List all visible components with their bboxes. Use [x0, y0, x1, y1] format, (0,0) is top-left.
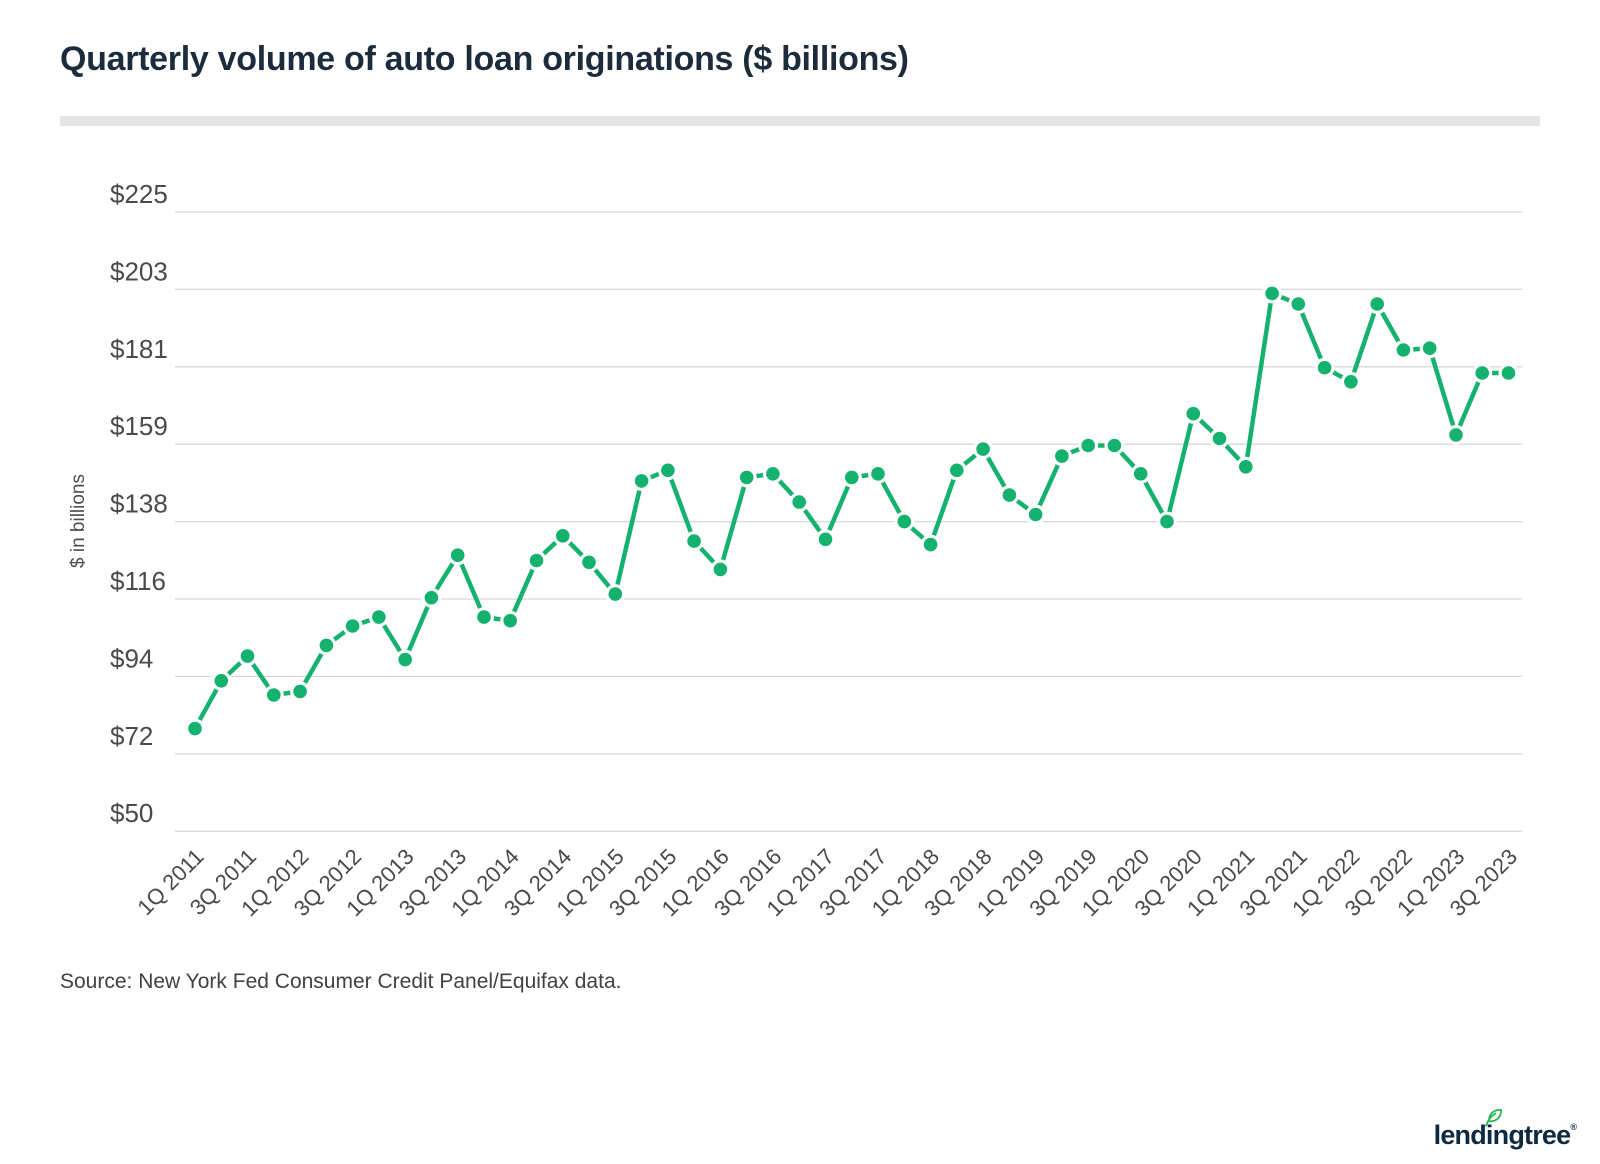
- title-divider: [60, 116, 1540, 126]
- data-point: 3Q 2012: $108: [345, 619, 360, 633]
- y-tick-label: $50: [110, 798, 153, 828]
- data-point: 2Q 2020: $137.5: [1160, 514, 1174, 529]
- data-point: 4Q 2019: $159: [1107, 438, 1122, 453]
- y-tick-label: $94: [110, 643, 153, 673]
- y-tick-label: $72: [110, 721, 153, 751]
- data-point: 3Q 2014: $133.5: [556, 529, 570, 543]
- data-point: 3Q 2021: $199: [1291, 297, 1306, 311]
- logo-wordmark: lendingtree: [1433, 1120, 1572, 1150]
- data-point: 3Q 2011: $99.5: [240, 649, 255, 663]
- data-point: 3Q 2016: $151: [766, 467, 780, 481]
- data-point: 1Q 2016: $124: [713, 562, 728, 577]
- data-point: 2Q 2011: $92.5: [214, 674, 229, 688]
- y-tick-label: $138: [110, 489, 168, 519]
- data-point: 2Q 2018: $152: [950, 463, 964, 478]
- data-point: 1Q 2018: $131: [923, 537, 938, 552]
- data-point: 3Q 2015: $152: [661, 463, 675, 478]
- data-point: 2Q 2023: $179.5: [1475, 366, 1489, 380]
- data-point: 2Q 2019: $156: [1055, 449, 1069, 463]
- data-point: 4Q 2013: $110.5: [477, 610, 491, 624]
- data-point: 1Q 2023: $162: [1449, 428, 1463, 442]
- y-tick-label: $159: [110, 411, 168, 441]
- data-point: 3Q 2020: $168: [1186, 406, 1201, 421]
- data-point: 2Q 2017: $150: [845, 470, 859, 485]
- y-tick-label: $116: [110, 566, 166, 596]
- data-point: 1Q 2015: $117: [608, 587, 623, 601]
- data-point: 4Q 2021: $181: [1317, 360, 1332, 375]
- data-point: 2Q 2021: $202: [1265, 286, 1279, 301]
- data-point: 3Q 2018: $158: [976, 442, 990, 456]
- chart-title: Quarterly volume of auto loan originatio…: [60, 40, 909, 78]
- data-point: 1Q 2020: $151: [1133, 467, 1148, 481]
- data-point: 4Q 2014: $126: [582, 555, 596, 570]
- data-point: 3Q 2022: $186: [1396, 343, 1411, 357]
- y-tick-label: $225: [110, 179, 168, 209]
- data-point: 1Q 2019: $139.5: [1028, 507, 1043, 522]
- data-point: 2Q 2014: $126.5: [529, 553, 544, 568]
- data-point: 1Q 2017: $132.5: [818, 532, 833, 547]
- data-point: 1Q 2011: $79: [188, 721, 202, 736]
- data-point: 1Q 2022: $177: [1344, 375, 1358, 389]
- data-point: 3Q 2019: $159: [1081, 438, 1095, 453]
- data-point: 2Q 2016: $150: [739, 470, 754, 485]
- leaf-icon: [1484, 1109, 1502, 1127]
- data-point: 1Q 2014: $109.5: [503, 613, 517, 628]
- y-tick-label: $181: [110, 334, 168, 364]
- source-note: Source: New York Fed Consumer Credit Pan…: [60, 970, 622, 993]
- data-point: 1Q 2012: $89.5: [293, 684, 307, 699]
- data-point: 4Q 2018: $145: [1002, 488, 1017, 502]
- data-point: 1Q 2013: $98.5: [398, 652, 413, 667]
- data-point: 4Q 2020: $161: [1212, 431, 1227, 446]
- data-line: [192, 291, 1511, 731]
- data-point: 4Q 2015: $132: [687, 534, 701, 548]
- data-point: 4Q 2012: $110.5: [372, 610, 386, 624]
- data-point: 1Q 2021: $153: [1239, 460, 1253, 474]
- lendingtree-logo: lendingtree®: [1433, 1109, 1577, 1160]
- data-point: 2Q 2022: $199: [1370, 297, 1384, 311]
- data-point: 2Q 2013: $116: [424, 590, 439, 605]
- data-point: 2Q 2015: $149: [634, 474, 649, 488]
- data-point: 3Q 2013: $128: [450, 548, 465, 562]
- data-point: 4Q 2016: $143: [792, 495, 806, 509]
- registered-mark: ®: [1570, 1122, 1577, 1132]
- data-point: 3Q 2023: $179.5: [1501, 366, 1516, 380]
- y-tick-label: $203: [110, 256, 168, 286]
- data-point: 3Q 2017: $151: [871, 467, 885, 481]
- data-point: 4Q 2017: $137.5: [897, 514, 912, 529]
- data-point: 2Q 2012: $102.5: [319, 638, 334, 653]
- data-point: 4Q 2022: $186.5: [1422, 341, 1437, 356]
- data-point: 4Q 2011: $88.5: [267, 688, 281, 702]
- y-axis-title: $ in billions: [68, 474, 89, 568]
